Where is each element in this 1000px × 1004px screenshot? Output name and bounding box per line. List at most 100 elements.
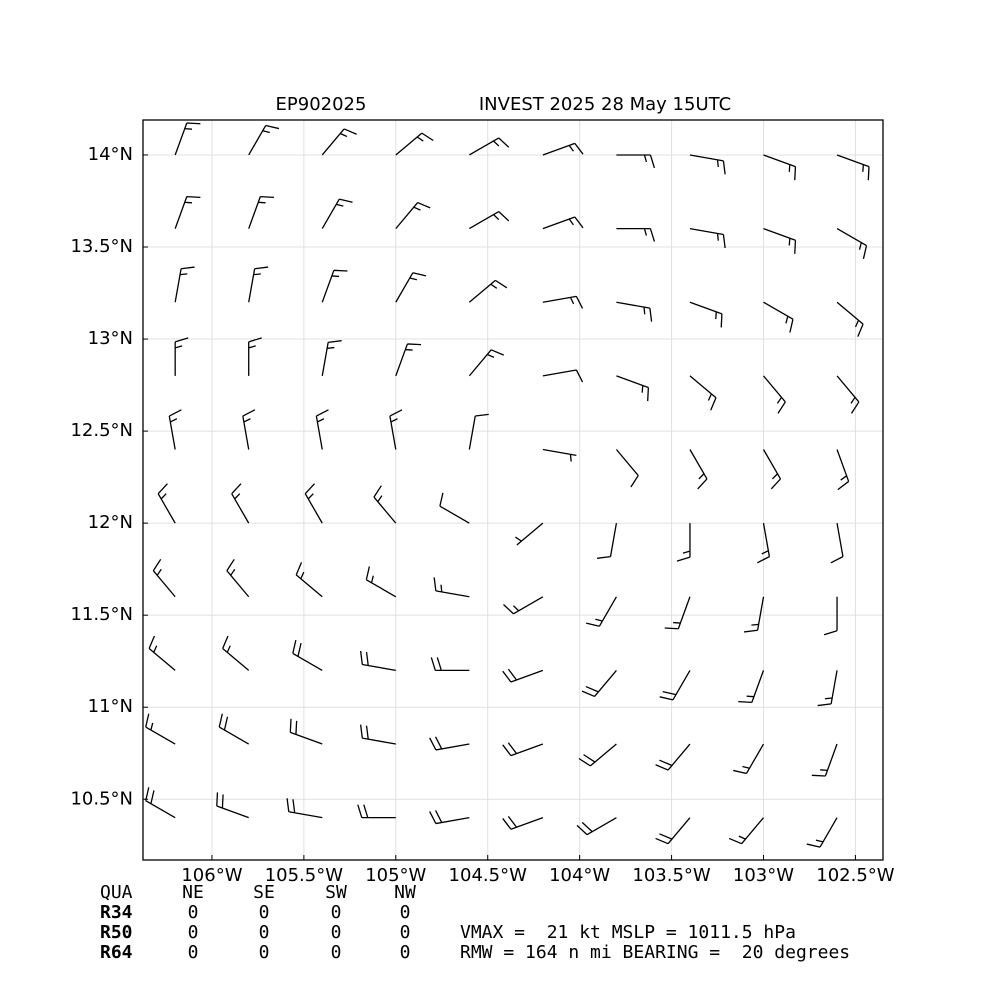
- wind-barb: [578, 743, 617, 767]
- wind-barb: [763, 301, 794, 333]
- wind-barb: [811, 743, 838, 777]
- wind-barb: [515, 522, 544, 546]
- wind-barb: [321, 128, 357, 156]
- y-tick-label: 14°N: [88, 144, 133, 165]
- wind-barb: [596, 523, 618, 559]
- wind-barb: [433, 577, 470, 598]
- wind-barb: [218, 713, 250, 745]
- wind-barb: [430, 657, 470, 672]
- table-header: NW: [394, 882, 416, 903]
- y-tick-label: 11.5°N: [70, 604, 133, 625]
- wind-barb: [321, 269, 348, 303]
- y-tick-label: 13.5°N: [70, 236, 133, 257]
- wind-barb: [321, 340, 342, 376]
- wind-barb: [357, 804, 396, 819]
- table-cell: 0: [188, 922, 199, 943]
- wind-barb: [373, 485, 397, 524]
- wind-barb: [292, 639, 323, 671]
- chart-title: EP902025: [276, 94, 367, 115]
- wind-barb: [152, 558, 176, 598]
- wind-barb: [468, 349, 504, 377]
- info-line: VMAX = 21 kt MSLP = 1011.5 hPa: [460, 922, 796, 943]
- y-tick-label: 13°N: [88, 328, 133, 349]
- x-tick-label: 103°W: [733, 865, 794, 886]
- wind-barb: [728, 817, 764, 845]
- table-cell: R34: [100, 902, 133, 923]
- wind-barb: [738, 670, 765, 703]
- y-tick-label: 12°N: [88, 512, 133, 533]
- wind-barb: [676, 523, 691, 562]
- table-cell: 0: [331, 902, 342, 923]
- wind-barb: [542, 295, 584, 309]
- table-cell: R50: [100, 922, 133, 943]
- wind-barb: [733, 743, 765, 775]
- table-header: NE: [182, 882, 204, 903]
- wind-barb: [586, 596, 617, 627]
- wind-barb: [439, 492, 470, 524]
- wind-barb: [429, 810, 470, 825]
- x-tick-label: 103.5°W: [632, 865, 711, 886]
- x-tick-label: 105°W: [365, 865, 426, 886]
- wind-barb: [242, 409, 256, 450]
- table-cell: 0: [259, 922, 270, 943]
- wind-barb: [304, 483, 323, 524]
- wind-barb: [286, 798, 323, 819]
- wind-barb: [174, 122, 201, 156]
- wind-barb: [157, 483, 176, 524]
- wind-barb: [231, 483, 250, 524]
- table-cell: 0: [400, 942, 411, 963]
- wind-barb: [295, 562, 323, 598]
- wind-barb: [469, 211, 510, 230]
- wind-barb: [174, 266, 195, 303]
- wind-barb: [756, 523, 771, 564]
- x-tick-label: 102.5°W: [816, 865, 895, 886]
- table-cell: 0: [259, 902, 270, 923]
- wind-barb: [503, 596, 544, 615]
- wind-barb: [395, 201, 431, 230]
- wind-barb: [395, 272, 427, 303]
- wind-barb: [168, 409, 182, 450]
- wind-barb: [836, 228, 868, 260]
- x-tick-label: 105.5°W: [265, 865, 344, 886]
- chart-title: INVEST 2025 28 May 15UTC: [479, 94, 731, 115]
- wind-barb: [664, 596, 691, 630]
- wind-barb: [395, 132, 434, 156]
- wind-barb: [174, 337, 189, 376]
- wind-barb: [744, 596, 765, 633]
- wind-barb: [429, 736, 470, 751]
- wind-barb: [616, 375, 650, 402]
- wind-barb: [542, 369, 584, 383]
- wind-barb: [289, 718, 323, 745]
- x-tick-label: 106°W: [181, 865, 242, 886]
- plot-frame: [142, 119, 884, 861]
- wind-barb: [576, 817, 617, 836]
- table-cell: 0: [331, 942, 342, 963]
- wind-barb: [542, 216, 584, 230]
- wind-barb: [389, 409, 403, 450]
- wind-barb: [468, 279, 508, 303]
- table-header: SW: [325, 882, 347, 903]
- wind-barb: [836, 301, 864, 337]
- wind-barb: [145, 787, 176, 819]
- x-tick-label: 104°W: [549, 865, 610, 886]
- table-cell: 0: [400, 902, 411, 923]
- wind-barb: [502, 668, 544, 683]
- wind-barb: [836, 449, 850, 491]
- table-cell: 0: [331, 922, 342, 943]
- wind-barb: [830, 523, 844, 564]
- wind-barb: [659, 670, 691, 701]
- wind-barb: [689, 154, 726, 175]
- table-cell: 0: [259, 942, 270, 963]
- wind-barb: [689, 375, 717, 411]
- table-header: SE: [253, 882, 275, 903]
- table-cell: 0: [400, 922, 411, 943]
- wind-barb: [148, 635, 176, 671]
- wind-barb: [222, 635, 250, 671]
- wind-barb: [315, 409, 329, 450]
- wind-barb: [616, 301, 653, 322]
- info-line: RMW = 164 n mi BEARING = 20 degrees: [460, 942, 850, 963]
- wind-barb: [763, 154, 797, 181]
- y-tick-label: 10.5°N: [70, 788, 133, 809]
- wind-barb: [806, 817, 838, 848]
